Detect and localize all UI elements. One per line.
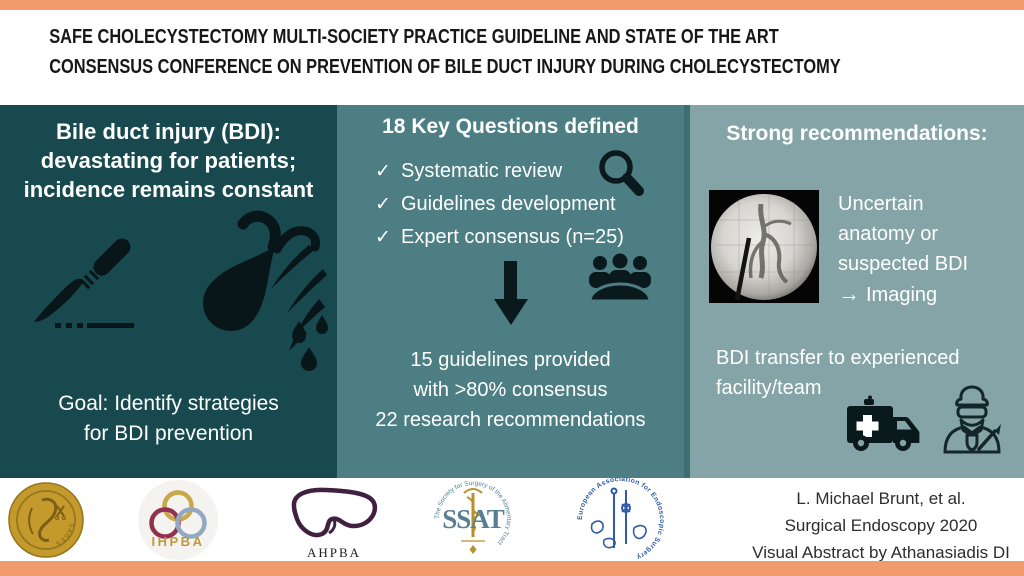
title-line-2: CONSENSUS CONFERENCE ON PREVENTION OF BI…	[49, 56, 841, 78]
ihpba-logo-label: IHPBA	[151, 534, 205, 549]
content-panels: Bile duct injury (BDI): devastating for …	[0, 105, 1024, 478]
citation-authors: L. Michael Brunt, et al.	[796, 489, 966, 508]
right-arrow-icon: →	[838, 281, 860, 306]
sages-logo: SAGES	[8, 482, 84, 558]
surgeon-icon	[943, 385, 1001, 454]
cholangiogram-image	[709, 190, 819, 303]
citation-visual-abstract: Visual Abstract by Athanasiadis DI	[752, 543, 1010, 562]
methods-heading: 18 Key Questions defined	[382, 115, 639, 138]
recommendations-heading: Strong recommendations:	[726, 122, 988, 145]
transfer-recommendation-text: BDI transfer to experienced facility/tea…	[716, 347, 960, 399]
consensus-panel-icon	[588, 253, 652, 301]
checkmark-icon: ✓	[375, 227, 391, 248]
title-banner: SAFE CHOLECYSTECTOMY MULTI-SOCIETY PRACT…	[0, 10, 1024, 105]
bile-drops-icon	[292, 321, 306, 343]
ssat-logo: The Society for Surgery of the Alimentar…	[434, 480, 512, 554]
ahpba-logo	[291, 487, 378, 538]
checklist-item: ✓ Expert consensus (n=25)	[375, 226, 624, 248]
bottom-accent-bar	[0, 561, 1024, 576]
title-line-1: SAFE CHOLECYSTECTOMY MULTI-SOCIETY PRACT…	[49, 26, 779, 48]
methods-checklist: ✓ Systematic review ✓ Guidelines develop…	[375, 155, 624, 254]
footer-strip: SAGES IHPBA AHPBA The Society for Surger…	[0, 478, 1024, 562]
checklist-item: ✓ Guidelines development	[375, 193, 616, 215]
citation-text: L. Michael Brunt, et al. Surgical Endosc…	[745, 485, 1017, 566]
imaging-recommendation-text: Uncertain anatomy or suspected BDI → Imag…	[838, 193, 969, 306]
checkmark-icon: ✓	[375, 161, 391, 182]
gallbladder-injury-icon	[203, 210, 328, 371]
ambulance-icon	[847, 395, 920, 451]
scalpel-icon	[34, 238, 134, 328]
svg-text:SSAT: SSAT	[442, 504, 505, 534]
goal-text: Goal: Identify strategies for BDI preven…	[58, 392, 279, 445]
page-title: SAFE CHOLECYSTECTOMY MULTI-SOCIETY PRACT…	[0, 10, 1024, 82]
search-icon	[599, 150, 644, 196]
citation-journal: Surgical Endoscopy 2020	[784, 516, 978, 535]
problem-heading: Bile duct injury (BDI): devastating for …	[23, 119, 314, 202]
panel-problem: Bile duct injury (BDI): devastating for …	[0, 105, 337, 478]
panel-methods: 18 Key Questions defined ✓ Systematic re…	[337, 105, 684, 478]
ahpba-logo-label: AHPBA	[306, 545, 362, 560]
eaes-logo: European Association for Endoscopic Surg…	[577, 478, 665, 561]
down-arrow-icon	[494, 261, 528, 325]
results-text: 15 guidelines provided with >80% consens…	[375, 349, 646, 431]
checklist-item: ✓ Systematic review	[375, 160, 563, 182]
checkmark-icon: ✓	[375, 194, 391, 215]
panel-recommendations: Strong recommendations:	[684, 105, 1024, 478]
svg-text:European Association for Endos: European Association for Endoscopic Surg…	[577, 478, 665, 561]
top-accent-bar	[0, 0, 1024, 10]
ihpba-logo	[138, 480, 218, 560]
